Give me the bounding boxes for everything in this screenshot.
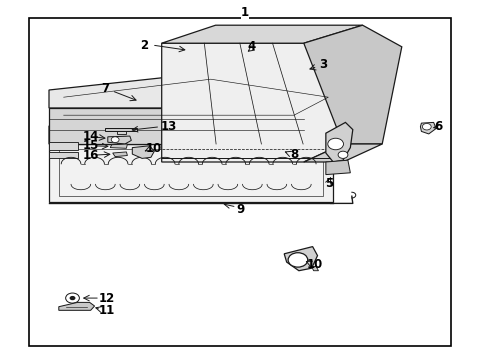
Polygon shape [312, 266, 318, 271]
Text: 13: 13 [161, 120, 177, 132]
Text: 10: 10 [306, 258, 323, 271]
Polygon shape [420, 122, 436, 134]
Polygon shape [304, 90, 343, 144]
Text: 4: 4 [247, 40, 255, 53]
Circle shape [111, 137, 119, 143]
Circle shape [422, 123, 431, 130]
Polygon shape [105, 128, 137, 131]
Bar [59, 149, 323, 196]
Polygon shape [326, 122, 353, 162]
Circle shape [328, 138, 343, 150]
Text: 9: 9 [236, 203, 244, 216]
Polygon shape [59, 302, 95, 310]
Polygon shape [326, 160, 350, 175]
Polygon shape [132, 146, 154, 158]
Text: 3: 3 [319, 58, 327, 71]
Circle shape [338, 151, 348, 158]
Text: 8: 8 [290, 148, 298, 161]
Bar [49, 152, 78, 158]
Text: 11: 11 [98, 304, 115, 317]
Polygon shape [49, 144, 333, 202]
Polygon shape [162, 43, 343, 162]
Text: 16: 16 [82, 149, 98, 162]
Polygon shape [304, 144, 382, 162]
Circle shape [70, 296, 75, 300]
Polygon shape [304, 25, 402, 144]
Text: 1: 1 [241, 6, 249, 19]
Bar [29, 18, 451, 346]
Polygon shape [49, 108, 372, 144]
Circle shape [66, 293, 79, 303]
Text: 6: 6 [435, 120, 442, 133]
Circle shape [288, 253, 308, 267]
Text: 14: 14 [82, 130, 98, 143]
Polygon shape [284, 247, 318, 271]
Polygon shape [110, 144, 127, 148]
Bar [49, 142, 78, 150]
Polygon shape [49, 108, 304, 144]
Polygon shape [113, 152, 127, 157]
Polygon shape [162, 25, 363, 43]
Text: 15: 15 [82, 139, 98, 152]
Text: 2: 2 [141, 39, 148, 51]
Text: 10: 10 [145, 142, 162, 155]
Text: 7: 7 [101, 82, 109, 95]
Text: 5: 5 [325, 177, 333, 190]
Polygon shape [49, 72, 343, 108]
Polygon shape [108, 136, 131, 144]
Text: 12: 12 [98, 292, 115, 305]
